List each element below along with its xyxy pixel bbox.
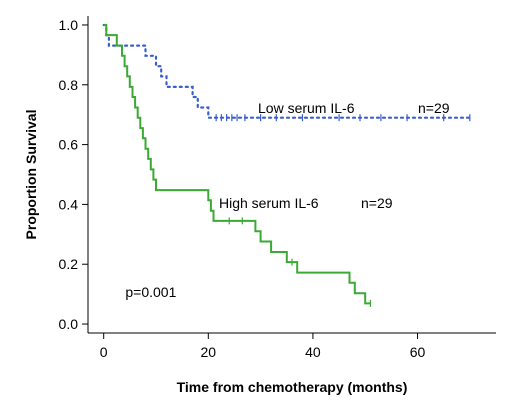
series-line-low-serum-il-6 xyxy=(102,23,471,119)
y-tick-label: 0.4 xyxy=(59,196,79,212)
series-label: High serum IL-6 xyxy=(219,195,319,211)
x-axis-title: Time from chemotherapy (months) xyxy=(177,379,408,395)
x-tick-label: 0 xyxy=(100,344,108,360)
series-n-label: n=29 xyxy=(418,100,450,116)
x-tick-label: 20 xyxy=(201,344,217,360)
y-tick-label: 0.8 xyxy=(59,77,79,93)
axes xyxy=(82,16,496,339)
x-tick-label: 60 xyxy=(410,344,426,360)
y-tick-label: 0.0 xyxy=(59,316,79,332)
p-value-annotation: p=0.001 xyxy=(125,284,176,300)
labels-layer: 0.0 0.2 0.4 0.6 0.8 1.0 0 20 40 60 Low serum IL-6 n… xyxy=(59,17,450,360)
series-n-label: n=29 xyxy=(361,195,393,211)
y-axis-title: Proportion Survival xyxy=(23,110,39,240)
y-tick-label: 0.2 xyxy=(59,256,79,272)
series-line-high-serum-il-6 xyxy=(103,24,371,305)
series-layer xyxy=(102,23,471,307)
series-label: Low serum IL-6 xyxy=(258,100,355,116)
x-tick-label: 40 xyxy=(305,344,321,360)
y-tick-label: 0.6 xyxy=(59,137,79,153)
y-tick-label: 1.0 xyxy=(59,17,79,33)
